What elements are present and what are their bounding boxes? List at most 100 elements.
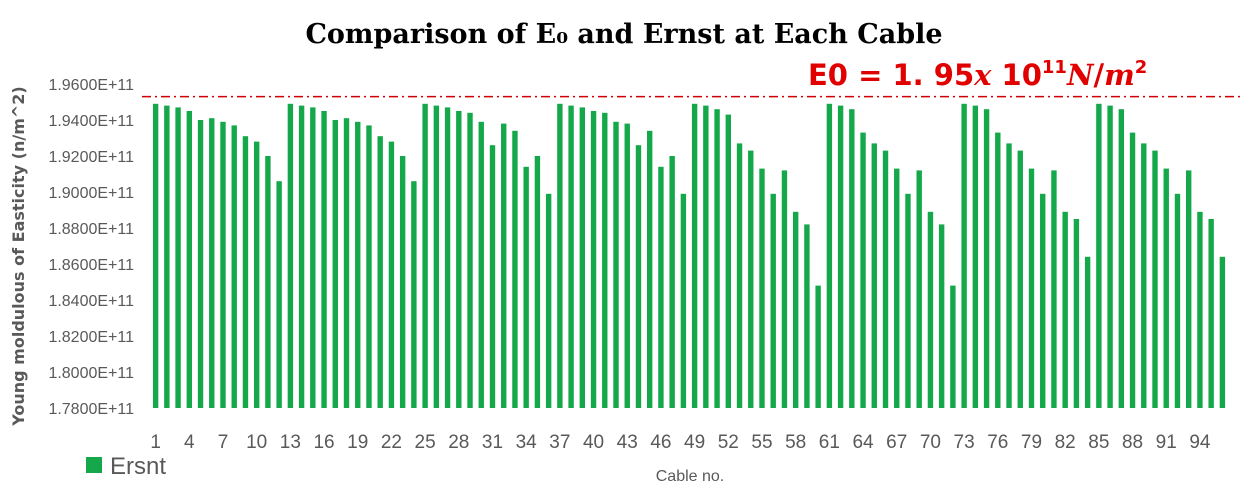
x-tick-label: 40 [583, 432, 604, 453]
bar-cable-30 [478, 121, 484, 409]
x-tick-label: 85 [1088, 432, 1109, 453]
bar-cable-41 [602, 112, 608, 409]
bar-cable-12 [276, 181, 282, 408]
bar-cable-87 [1118, 109, 1125, 408]
bar-cable-17 [332, 120, 338, 408]
bar-cable-95 [1208, 219, 1214, 408]
bar-cable-11 [265, 156, 271, 408]
e0-annotation-lead: E0 = 1. 95 [808, 58, 974, 92]
bar-cable-68 [905, 193, 911, 408]
x-tick-label: 1 [150, 432, 161, 453]
x-tick-label: 67 [886, 432, 907, 453]
bar-cable-39 [579, 107, 586, 409]
bar-cable-73 [961, 103, 967, 409]
e0-annotation-exponent: 11 [1042, 57, 1067, 78]
x-tick-label: 7 [218, 432, 229, 453]
bar-cable-81 [1051, 170, 1057, 408]
x-tick-label: 82 [1055, 432, 1076, 453]
x-tick-label: 91 [1156, 432, 1177, 453]
bar-cable-47 [669, 156, 675, 408]
x-tick-label: 61 [819, 432, 840, 453]
e0-annotation-unit-n: N [1066, 58, 1095, 92]
y-tick-label: 1.8800E+11 [48, 221, 134, 238]
bar-cable-72 [950, 285, 956, 408]
y-tick-label: 1.9400E+11 [48, 113, 134, 130]
y-tick-label: 1.9200E+11 [48, 149, 134, 166]
bar-cable-2 [164, 105, 170, 408]
bar-cable-24 [411, 181, 417, 408]
bar-cable-21 [377, 136, 383, 408]
x-tick-label: 79 [1021, 432, 1042, 453]
bar-cable-26 [433, 105, 440, 408]
e0-annotation-times: x [973, 58, 992, 92]
bar-cable-46 [658, 166, 664, 408]
bar-cable-33 [512, 130, 518, 409]
bar-cable-25 [422, 103, 428, 409]
bar-cable-36 [545, 193, 552, 408]
bar-cable-59 [804, 224, 810, 408]
y-tick-label: 1.8200E+11 [48, 329, 134, 346]
bar-cable-90 [1152, 150, 1158, 408]
bar-cable-44 [635, 145, 642, 408]
bar-cable-96 [1219, 256, 1226, 408]
bar-cable-43 [624, 123, 630, 408]
bar-cable-64 [860, 132, 866, 408]
bar-cable-75 [983, 109, 990, 408]
bar-cable-88 [1129, 132, 1136, 408]
bar-cable-89 [1141, 143, 1147, 408]
bar-cable-52 [725, 114, 731, 408]
bar-cable-37 [557, 103, 563, 409]
x-tick-label: 16 [313, 432, 334, 453]
bar-cable-84 [1084, 256, 1091, 408]
y-tick-label: 1.9000E+11 [48, 185, 134, 202]
bar-cable-78 [1017, 150, 1023, 408]
x-tick-label: 10 [246, 432, 267, 453]
bar-cable-57 [781, 170, 788, 408]
x-tick-label: 4 [184, 432, 195, 453]
bar-cable-91 [1163, 168, 1169, 408]
x-tick-label: 22 [381, 432, 402, 453]
bar-cable-86 [1107, 105, 1113, 408]
bar-cable-63 [849, 109, 855, 408]
x-tick-label: 13 [280, 432, 301, 453]
bar-cable-54 [748, 150, 754, 408]
bar-series-ersnt [152, 103, 1226, 409]
bar-cable-14 [298, 105, 305, 408]
bar-cable-67 [894, 168, 900, 408]
bar-cable-85 [1096, 103, 1102, 409]
bar-cable-42 [613, 121, 619, 409]
legend-label-ersnt: Ersnt [110, 453, 166, 480]
bar-cable-74 [972, 105, 979, 408]
bar-cable-61 [826, 103, 833, 409]
bar-cable-7 [220, 121, 226, 409]
e0-annotation-slash: / [1093, 58, 1104, 92]
x-tick-label: 76 [987, 432, 1008, 453]
bar-cable-60 [815, 285, 821, 408]
bar-cable-40 [590, 111, 597, 408]
x-tick-label: 73 [954, 432, 975, 453]
bar-cable-53 [736, 143, 743, 408]
bar-cable-66 [882, 150, 889, 408]
e0-annotation: E0 = 1. 95x 1011N/m2 [808, 57, 1147, 92]
bar-cable-19 [355, 121, 361, 409]
bar-cable-18 [343, 118, 350, 408]
bar-cable-79 [1028, 168, 1035, 408]
x-tick-label: 25 [415, 432, 436, 453]
x-tick-label: 70 [920, 432, 941, 453]
bar-cable-51 [714, 109, 720, 408]
bar-cable-8 [231, 125, 237, 409]
bar-cable-58 [792, 211, 799, 408]
bar-cable-92 [1174, 193, 1181, 408]
y-tick-label: 1.8400E+11 [48, 293, 134, 310]
bar-cable-32 [501, 123, 507, 408]
x-tick-label: 19 [347, 432, 368, 453]
y-tick-label: 1.8000E+11 [48, 365, 134, 382]
x-tick-label: 28 [448, 432, 469, 453]
bar-cable-38 [568, 105, 574, 408]
y-axis-ticks: 1.7800E+11 1.8000E+11 1.8200E+11 1.8400E+11… [48, 77, 134, 418]
bar-cable-13 [287, 103, 294, 409]
bar-cable-82 [1062, 211, 1068, 408]
bar-cable-29 [467, 112, 473, 409]
x-axis-ticks: 1 4 7 10 13 16 19 22 25 28 31 34 37 40 43 46 49 52 55 58 61 6… [150, 432, 1211, 453]
